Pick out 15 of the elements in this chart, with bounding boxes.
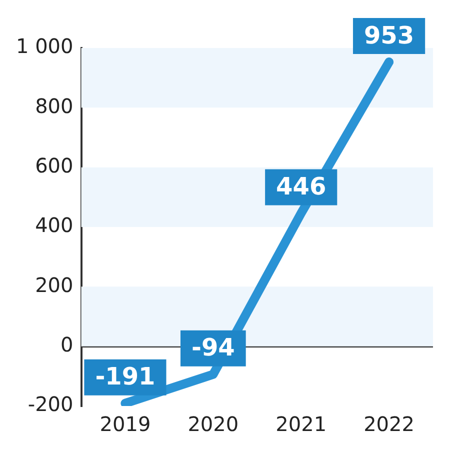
- data-label: 953: [364, 21, 414, 50]
- x-tick-label: 2021: [276, 412, 327, 436]
- y-tick-label: -200: [28, 392, 74, 416]
- y-tick-label: 800: [35, 94, 74, 118]
- y-tick-label: 400: [35, 213, 74, 238]
- y-tick-label: 600: [35, 154, 74, 178]
- y-tick-label: 200: [35, 272, 74, 297]
- y-tick-label: 1 000: [16, 34, 74, 58]
- data-label: 446: [276, 172, 326, 201]
- data-label: -94: [191, 334, 235, 362]
- x-tick-label: 2019: [100, 412, 151, 436]
- y-tick-label: 0: [60, 332, 74, 357]
- x-tick-label: 2022: [364, 412, 414, 436]
- x-tick-label: 2020: [188, 412, 239, 436]
- data-label: -191: [95, 362, 156, 391]
